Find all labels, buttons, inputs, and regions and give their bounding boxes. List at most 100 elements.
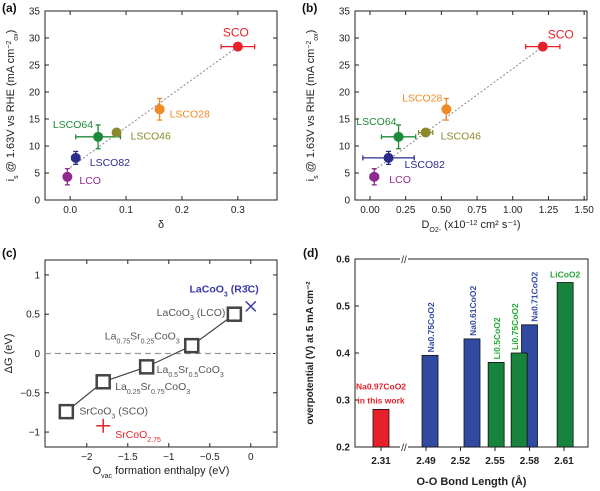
marker (393, 131, 404, 142)
x-tick-label: −1 (163, 452, 175, 463)
point-label: LSCO64 (356, 116, 396, 128)
y-tick-label: 5 (344, 169, 350, 180)
label-part: CoO (165, 381, 187, 393)
label-part: C) (248, 283, 259, 295)
y-tick-label: 15 (339, 115, 351, 126)
x-tick-label: −2 (81, 452, 93, 463)
point-label: LSCO46 (441, 131, 481, 143)
label-part: SrCoO (115, 429, 147, 441)
x-tick-label: 0 (248, 452, 254, 463)
x-marker-lacoo3-r3c: LaCoO3 (R3̄C) (190, 283, 259, 312)
point-label: LCO (389, 174, 411, 186)
x-tick-label: −0.5 (200, 452, 220, 463)
data-point-lsco28: LSCO28 (154, 97, 210, 121)
data-point-sco: SCO (524, 28, 574, 52)
y-tick-label: 0 (34, 196, 40, 207)
x-tick-label: 0.75 (467, 205, 487, 216)
point-label: LSCO64 (53, 119, 93, 131)
label-part: i (5, 179, 17, 181)
panel-a: (a) 0.0 0.1 0.2 0.3 0 5 10 15 20 25 30 35 is @ 1.63V … (2, 1, 278, 231)
point-label: LSCO82 (405, 159, 445, 171)
label-part: i (305, 179, 317, 181)
plus-marker-srcoo2-75: SrCoO2.75 (96, 418, 161, 444)
bar (372, 408, 390, 448)
label-part: D (421, 219, 429, 231)
x-tick-label: 0.3 (231, 205, 245, 216)
label-part: 3 (220, 371, 224, 378)
y-axis-label: is @ 1.63V vs RHE (mA cm−2ox) (5, 30, 20, 182)
label-part: (R (228, 283, 242, 295)
bar-label: Na0.97CoO2 (356, 381, 406, 391)
x-tick-label: 0.0 (63, 205, 77, 216)
label-part: 3̄ (242, 283, 250, 295)
bar-na0-75coo2: Na0.75CoO2 (421, 302, 439, 448)
label-part: −12 (466, 220, 478, 227)
fit-line (69, 46, 239, 169)
data-point-lsco46: LSCO46 (417, 127, 481, 143)
x-tick-label: 2.31 (371, 456, 391, 467)
label-part: O (93, 465, 102, 477)
x-axis-label: DO2- (x10−12 cm² s⁻¹) (421, 219, 520, 234)
bar-label: Li0.75CoO2 (510, 303, 520, 350)
panel-label: (a) (2, 1, 17, 15)
x-tick-label: 0.50 (432, 205, 452, 216)
marker (369, 171, 380, 182)
y-axis-label: is @ 1.63V vs RHE (mA cm−2ox) (305, 30, 320, 182)
label-part: ) (305, 30, 317, 34)
square-marker (58, 403, 75, 420)
marker (111, 127, 122, 138)
x-tick-label: 2.58 (520, 456, 540, 467)
label-part: s (313, 175, 320, 179)
point-label: LSCO28 (170, 108, 210, 120)
bar-label: Na0.75CoO2 (426, 302, 436, 352)
label-part: SrCoO (79, 406, 111, 418)
x-tick-label: 0.00 (360, 205, 380, 216)
panel-label: (b) (302, 1, 317, 15)
x-tick-label: 2.52 (451, 456, 471, 467)
x-marker-stroke (245, 300, 257, 312)
y-tick-label: 0.5 (336, 302, 350, 313)
bar-label: LiCoO2 (550, 270, 580, 280)
label-part: Sr (130, 331, 141, 343)
x-tick-label: 0.1 (119, 205, 133, 216)
point-label: La0.25Sr0.75CoO3 (115, 381, 190, 396)
panel-c: (c) −2 −1.5 −1 −0.5 0 −1 −0.5 0 0.5 1 ΔG (eV) Ovac f… (2, 246, 278, 480)
data-point-lsco82: LSCO82 (362, 150, 445, 171)
label-part: ox (13, 33, 20, 41)
bar (463, 338, 481, 448)
y-tick-label: 0.2 (336, 443, 350, 454)
x-tick-label: 1.50 (574, 205, 594, 216)
bar-na0-61coo2: Na0.61CoO2 (463, 286, 481, 448)
bar-label: Na0.71CoO2 (530, 271, 540, 321)
data-point-lsco64: LSCO64 (53, 119, 122, 150)
label-part: @ 1.63V vs RHE (mA cm (305, 49, 317, 176)
marker (537, 41, 548, 52)
axis-break-gap (400, 256, 408, 262)
x-tick-label: 0.2 (175, 205, 189, 216)
label-part: s (13, 175, 20, 179)
panel-plot-frame (44, 10, 278, 201)
y-tick-label: 10 (29, 142, 41, 153)
data-point-lsco64: LSCO64 (356, 116, 417, 150)
x-axis-label: Ovac formation enthalpy (eV) (93, 465, 230, 480)
point-label: SrCoO2.75 (115, 429, 161, 444)
marker (232, 41, 243, 52)
label-part: La (157, 364, 169, 376)
square-marker (226, 306, 243, 322)
label-part: −2 (306, 41, 313, 49)
point-label: LSCO82 (90, 157, 130, 169)
x-tick-label: 1.25 (539, 205, 559, 216)
y-tick-label: 10 (339, 142, 351, 153)
y-tick-label: 0 (344, 196, 350, 207)
square-marker (138, 359, 155, 375)
label-part: 3 (186, 388, 190, 395)
label-part: (x10 (441, 219, 465, 231)
point-label: LCO (79, 175, 101, 187)
y-tick-label: 5 (34, 169, 40, 180)
x-axis-label: δ (158, 219, 164, 231)
x-tick-label: 2.61 (554, 456, 574, 467)
y-tick-label: −0.5 (20, 388, 40, 399)
point-label: LaCoO3 (R3̄C) (190, 283, 259, 298)
label-part: @ 1.63V vs RHE (mA cm (5, 49, 17, 176)
